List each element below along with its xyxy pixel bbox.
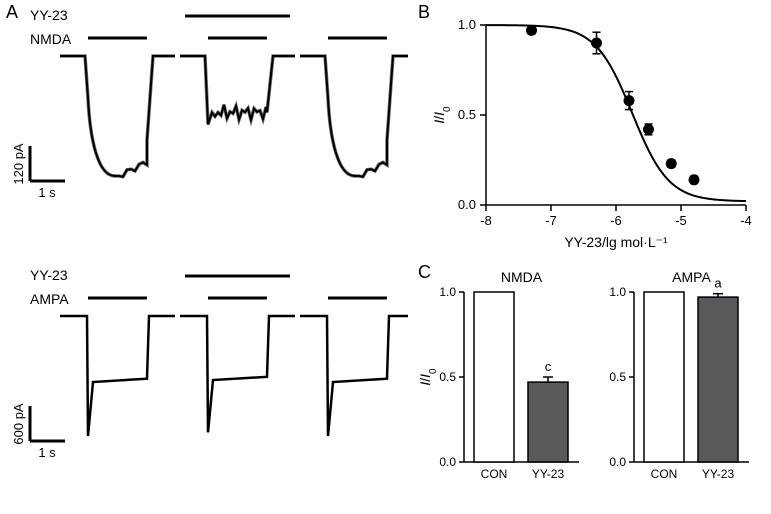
svg-text:0.5: 0.5 bbox=[609, 370, 626, 384]
svg-text:1.0: 1.0 bbox=[609, 285, 626, 299]
svg-text:CON: CON bbox=[481, 467, 508, 481]
svg-text:AMPA: AMPA bbox=[672, 269, 711, 285]
svg-text:0.0: 0.0 bbox=[458, 197, 476, 212]
svg-text:AMPA: AMPA bbox=[30, 291, 69, 307]
svg-text:120 pA: 120 pA bbox=[11, 143, 26, 185]
svg-text:YY-23: YY-23 bbox=[30, 7, 68, 23]
svg-text:0.5: 0.5 bbox=[439, 370, 456, 384]
svg-text:600 pA: 600 pA bbox=[11, 403, 26, 445]
svg-text:CON: CON bbox=[651, 467, 678, 481]
svg-text:NMDA: NMDA bbox=[501, 269, 543, 285]
svg-text:1.0: 1.0 bbox=[439, 285, 456, 299]
svg-text:-7: -7 bbox=[545, 213, 557, 228]
svg-text:a: a bbox=[714, 276, 722, 291]
svg-text:1 s: 1 s bbox=[38, 445, 56, 460]
svg-text:YY-23/lg mol·L⁻¹: YY-23/lg mol·L⁻¹ bbox=[564, 234, 668, 250]
svg-text:YY-23: YY-23 bbox=[702, 467, 735, 481]
svg-text:c: c bbox=[545, 359, 552, 374]
svg-text:-4: -4 bbox=[740, 213, 752, 228]
panel-a: YY-23 NMDA 120 pA 1 s YY-23 AMPA 600 pA 1 s bbox=[0, 0, 408, 514]
svg-text:1 s: 1 s bbox=[38, 185, 56, 200]
svg-text:I/I0: I/I0 bbox=[431, 106, 453, 124]
svg-text:-6: -6 bbox=[610, 213, 622, 228]
svg-text:YY-23: YY-23 bbox=[532, 467, 565, 481]
panel-b-chart: -8 -7 -6 -5 -4 0.0 0.5 1.0 YY-23/lg mol·L⁻¹ I/I0 bbox=[416, 5, 771, 260]
svg-text:-8: -8 bbox=[480, 213, 492, 228]
svg-text:NMDA: NMDA bbox=[30, 31, 72, 47]
svg-text:0.5: 0.5 bbox=[458, 107, 476, 122]
svg-text:0.0: 0.0 bbox=[439, 455, 456, 469]
svg-text:0.0: 0.0 bbox=[609, 455, 626, 469]
svg-text:I/I0: I/I0 bbox=[417, 368, 439, 386]
panel-c-chart: NMDA 0.0 0.5 1.0 I/I0 CON c YY-23 AMPA 0.0 0.5 1.0 C… bbox=[416, 262, 771, 514]
svg-text:1.0: 1.0 bbox=[458, 17, 476, 32]
svg-text:YY-23: YY-23 bbox=[30, 267, 68, 283]
svg-text:-5: -5 bbox=[675, 213, 687, 228]
